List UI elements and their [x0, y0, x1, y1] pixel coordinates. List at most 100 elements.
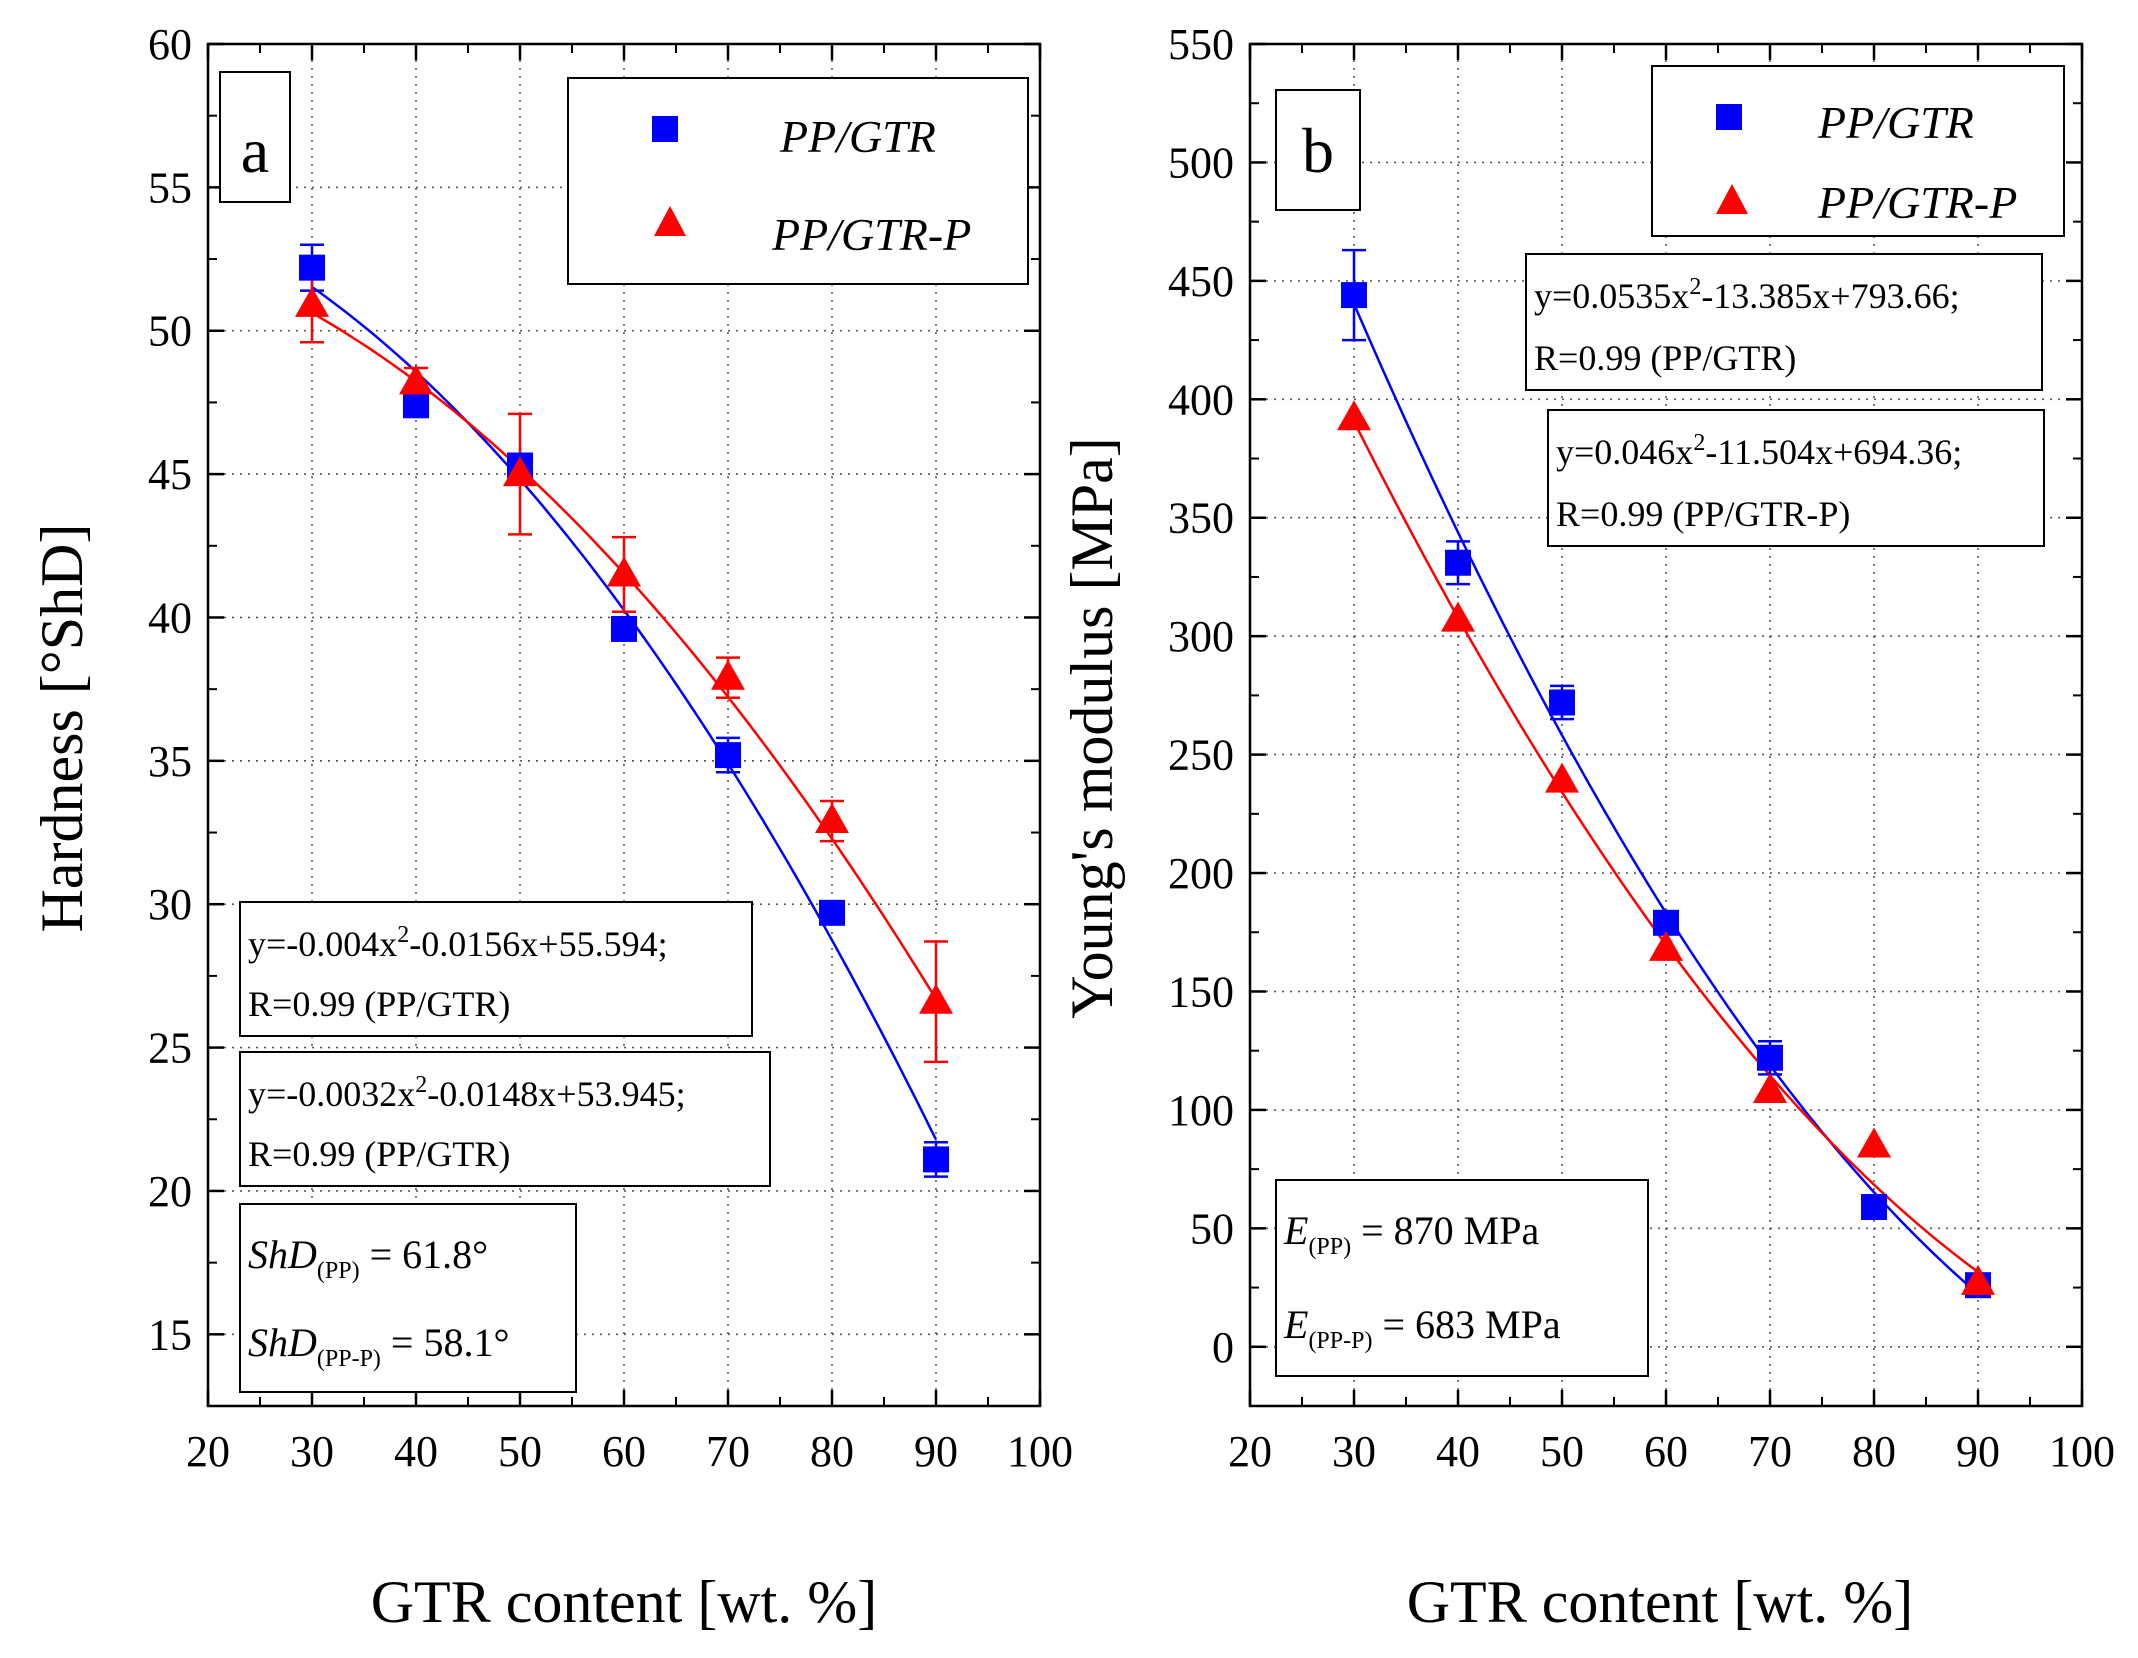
panel-a-x-tick-label-90: 90	[914, 1427, 958, 1476]
panel-a-x-tick-labels: 20 30 40 50 60 70 80 90 100	[186, 1427, 1073, 1476]
panel-a-legend-marker-pp-gtr	[652, 116, 678, 142]
panel-b-y-tick-label-350: 350	[1168, 494, 1234, 543]
panel-b-legend: PP/GTR PP/GTR-P	[1651, 65, 2065, 237]
panel-a-point-pp-gtr-90	[923, 1146, 949, 1173]
panel-b-y-tick-label-50: 50	[1190, 1204, 1234, 1253]
panel-a-x-tick-label-60: 60	[602, 1427, 646, 1476]
panel-a-y-tick-label-20: 20	[148, 1167, 192, 1216]
panel-a-y-tick-label-25: 25	[148, 1024, 192, 1073]
panel-a-y-tick-label-50: 50	[148, 307, 192, 356]
panel-a-point-pp-gtr-40	[403, 392, 429, 419]
panel-b-x-tick-label-30: 30	[1332, 1427, 1376, 1476]
panel-b-legend-label-pp-gtr: PP/GTR	[1817, 97, 1974, 148]
panel-b-x-tick-label-80: 80	[1852, 1427, 1896, 1476]
panel-b-y-tick-label-0: 0	[1212, 1323, 1234, 1372]
panel-a-x-tick-label-100: 100	[1007, 1427, 1073, 1476]
panel-a-reference-pp: ShD(PP) = 61.8°	[248, 1232, 488, 1284]
panel-b-reference-pp: E(PP) = 870 MPa	[1283, 1208, 1539, 1260]
panel-b-y-tick-label-250: 250	[1168, 731, 1234, 780]
panel-b-equation-1-line1: y=0.0535x2-13.385x+793.66;	[1534, 274, 1960, 316]
panel-a-x-tick-label-80: 80	[810, 1427, 854, 1476]
panel-a-equation-2-line2: R=0.99 (PP/GTR)	[248, 1134, 510, 1174]
panel-a-point-pp-gtr-70	[715, 742, 741, 769]
panel-a-legend-marker-pp-gtr-p	[654, 206, 686, 236]
panel-b-y-tick-label-450: 450	[1168, 257, 1234, 306]
panel-a-point-pp-gtr-80	[819, 899, 845, 926]
panel-b-equation-2-line1: y=0.046x2-11.504x+694.36;	[1556, 430, 1962, 472]
panel-b-x-tick-label-100: 100	[2049, 1427, 2115, 1476]
panel-a-x-tick-label-70: 70	[706, 1427, 750, 1476]
panel-a-point-pp-gtr-p-80	[815, 803, 849, 834]
panel-b-equation-box-1: y=0.0535x2-13.385x+793.66; R=0.99 (PP/GT…	[1525, 253, 2043, 391]
panel-b-y-tick-label-100: 100	[1168, 1086, 1234, 1135]
panel-b-youngs-modulus: 20 30 40 50 60 70 80 90 100 0 50 100 150 200 250 300 35…	[1059, 20, 2115, 1635]
panel-b-point-pp-gtr-p-90	[1961, 1264, 1995, 1295]
panel-b-y-tick-label-150: 150	[1168, 967, 1234, 1016]
panel-a-point-pp-gtr-p-60	[607, 556, 641, 587]
panel-a-equation-1-line2: R=0.99 (PP/GTR)	[248, 984, 510, 1024]
panel-b-equation-box-2: y=0.046x2-11.504x+694.36; R=0.99 (PP/GTR…	[1547, 409, 2045, 547]
panel-a-equation-box-1: y=-0.004x2-0.0156x+55.594; R=0.99 (PP/GT…	[239, 901, 753, 1037]
panel-b-equation-1-line2: R=0.99 (PP/GTR)	[1534, 338, 1796, 378]
panel-a-y-tick-label-40: 40	[148, 593, 192, 642]
panel-a-legend-label-pp-gtr-p: PP/GTR-P	[771, 209, 971, 260]
panel-a-letter: a	[241, 115, 269, 186]
panel-b-point-pp-gtr-p-40	[1441, 601, 1475, 632]
panel-b-x-tick-label-60: 60	[1644, 1427, 1688, 1476]
panel-a-point-pp-gtr-p-70	[711, 659, 745, 690]
panel-a-point-pp-gtr-p-40	[399, 364, 433, 395]
panel-a-x-tick-label-40: 40	[394, 1427, 438, 1476]
panel-a-y-tick-label-35: 35	[148, 737, 192, 786]
panel-b-x-tick-labels: 20 30 40 50 60 70 80 90 100	[1228, 1427, 2115, 1476]
panel-b-x-tick-label-90: 90	[1956, 1427, 2000, 1476]
panel-a-y-tick-label-15: 15	[148, 1310, 192, 1359]
panel-a-data-points	[295, 254, 953, 1173]
panel-b-ticks	[1248, 42, 2084, 1407]
panel-b-x-tick-label-70: 70	[1748, 1427, 1792, 1476]
panel-b-point-pp-gtr-p-80	[1857, 1127, 1891, 1158]
panel-b-legend-marker-pp-gtr-p	[1716, 184, 1748, 214]
panel-b-point-pp-gtr-40	[1445, 549, 1471, 576]
panel-a-y-tick-label-55: 55	[148, 163, 192, 212]
panel-a-x-axis-title: GTR content [wt. %]	[371, 1569, 878, 1635]
panel-a-point-pp-gtr-30	[299, 254, 325, 281]
panel-b-point-pp-gtr-p-30	[1337, 400, 1371, 431]
panel-a-legend: PP/GTR PP/GTR-P	[567, 77, 1029, 285]
panel-a-letter-box: a	[219, 71, 291, 203]
panel-a-point-pp-gtr-p-30	[295, 286, 329, 317]
panel-a-hardness: 20 30 40 50 60 70 80 90 100 15 20 25 30 35 40 45 50 55 60…	[29, 20, 1073, 1635]
panel-a-point-pp-gtr-p-90	[919, 983, 953, 1014]
panel-a-equation-box-2: y=-0.0032x2-0.0148x+53.945; R=0.99 (PP/G…	[239, 1051, 771, 1187]
panel-a-equation-2-line1: y=-0.0032x2-0.0148x+53.945;	[248, 1072, 686, 1114]
panel-b-y-tick-label-300: 300	[1168, 612, 1234, 661]
panel-b-point-pp-gtr-70	[1757, 1044, 1783, 1071]
panel-b-equation-2-line2: R=0.99 (PP/GTR-P)	[1556, 494, 1850, 534]
panel-a-y-tick-labels: 15 20 25 30 35 40 45 50 55 60	[148, 20, 192, 1359]
panel-b-legend-marker-pp-gtr	[1716, 104, 1742, 130]
panel-b-legend-label-pp-gtr-p: PP/GTR-P	[1817, 177, 2017, 228]
panel-b-reference-pp-p: E(PP-P) = 683 MPa	[1283, 1302, 1561, 1354]
panel-a-reference-pp-p: ShD(PP-P) = 58.1°	[248, 1320, 509, 1372]
panel-b-y-tick-labels: 0 50 100 150 200 250 300 350 400 450 500 550	[1168, 20, 1234, 1372]
panel-a-legend-label-pp-gtr: PP/GTR	[779, 111, 936, 162]
panel-b-letter-box: b	[1275, 89, 1361, 211]
panel-b-point-pp-gtr-p-60	[1649, 930, 1683, 961]
panel-b-point-pp-gtr-p-50	[1545, 762, 1579, 793]
panel-b-x-axis-title: GTR content [wt. %]	[1407, 1569, 1914, 1635]
panel-a-equation-1-line1: y=-0.004x2-0.0156x+55.594;	[248, 922, 668, 964]
panel-b-y-tick-label-200: 200	[1168, 849, 1234, 898]
panel-b-point-pp-gtr-80	[1861, 1194, 1887, 1221]
panel-b-x-tick-label-50: 50	[1540, 1427, 1584, 1476]
panel-a-x-tick-label-30: 30	[290, 1427, 334, 1476]
panel-b-x-tick-label-20: 20	[1228, 1427, 1272, 1476]
panel-b-point-pp-gtr-30	[1341, 282, 1367, 309]
panel-b-y-tick-label-550: 550	[1168, 20, 1234, 69]
panel-a-x-tick-label-20: 20	[186, 1427, 230, 1476]
panel-a-y-tick-label-45: 45	[148, 450, 192, 499]
panel-b-reference-box: E(PP) = 870 MPa E(PP-P) = 683 MPa	[1275, 1179, 1649, 1377]
panel-a-x-tick-label-50: 50	[498, 1427, 542, 1476]
panel-a-y-tick-label-60: 60	[148, 20, 192, 69]
panel-a-point-pp-gtr-p-50	[503, 456, 537, 487]
panel-b-y-tick-label-500: 500	[1168, 138, 1234, 187]
panel-a-y-tick-label-30: 30	[148, 880, 192, 929]
